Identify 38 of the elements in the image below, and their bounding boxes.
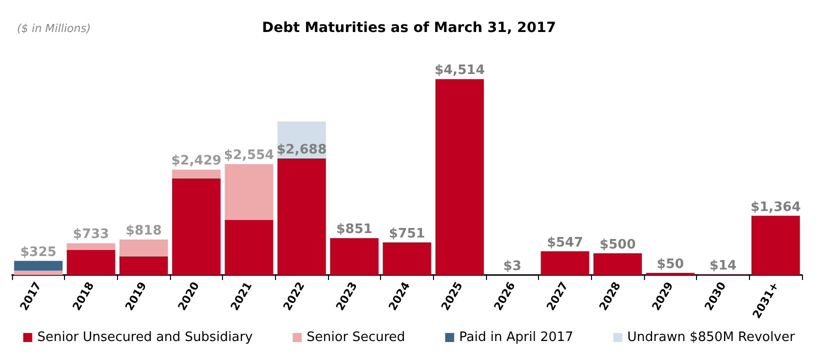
chart-title: Debt Maturities as of March 31, 2017 bbox=[262, 20, 556, 36]
total-label: $818 bbox=[126, 224, 162, 238]
data-label: $4,514 bbox=[434, 63, 485, 78]
total-label: $733 bbox=[72, 227, 110, 242]
bar bbox=[14, 270, 63, 275]
data-label: $14 bbox=[709, 258, 737, 274]
bar bbox=[14, 260, 63, 271]
data-label: $751 bbox=[388, 226, 426, 242]
data-label: $2,688 bbox=[276, 142, 327, 158]
bar bbox=[540, 251, 590, 275]
data-label: $3 bbox=[503, 258, 522, 274]
legend-label: Undrawn $850M Revolver bbox=[627, 330, 796, 345]
data-label: $851 bbox=[336, 222, 372, 238]
legend-label: Senior Unsecured and Subsidiary bbox=[37, 330, 253, 345]
legend-label: Senior Secured bbox=[306, 330, 406, 345]
bar bbox=[119, 240, 168, 257]
bar bbox=[435, 79, 484, 275]
data-label: $50 bbox=[656, 256, 684, 272]
chart-subtitle: ($ in Millions) bbox=[17, 22, 91, 35]
total-label: $2,429 bbox=[171, 154, 222, 169]
bar bbox=[224, 164, 274, 220]
bar bbox=[593, 253, 642, 275]
data-label: $500 bbox=[600, 237, 636, 252]
bar bbox=[224, 220, 274, 275]
bar bbox=[751, 216, 800, 275]
bar bbox=[119, 256, 168, 275]
total-label: $2,554 bbox=[224, 148, 274, 164]
bar bbox=[172, 178, 221, 275]
bar bbox=[382, 242, 432, 275]
total-label: $325 bbox=[20, 244, 56, 260]
bar bbox=[66, 250, 116, 275]
data-label: $547 bbox=[546, 235, 584, 250]
bar bbox=[66, 243, 116, 250]
legend-label: Paid in April 2017 bbox=[459, 330, 574, 345]
bar bbox=[277, 158, 326, 275]
bar bbox=[330, 238, 379, 275]
bar bbox=[172, 170, 221, 178]
data-label: $1,364 bbox=[750, 200, 801, 215]
